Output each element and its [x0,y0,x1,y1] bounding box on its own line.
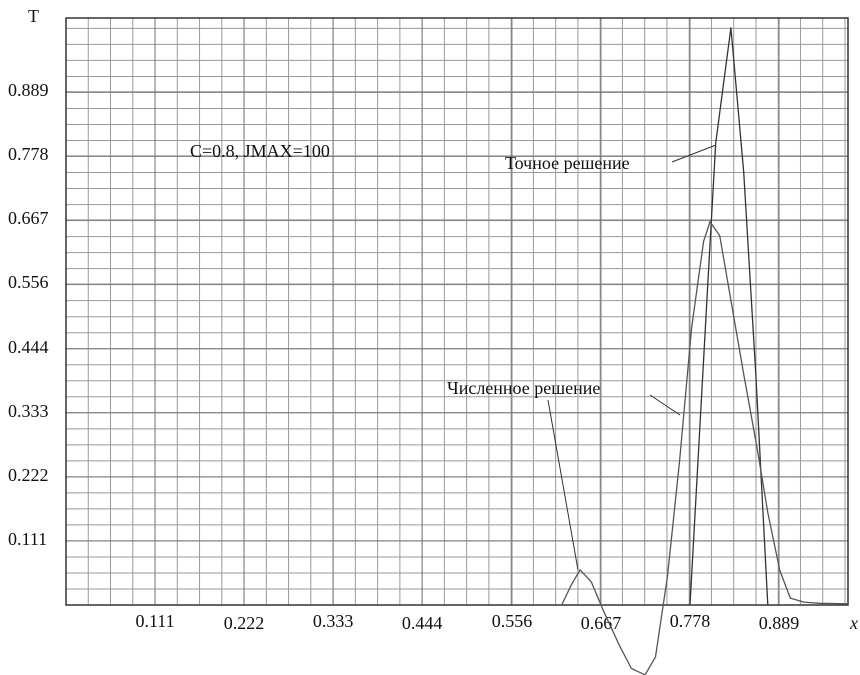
y-tick-label: 0.222 [8,465,49,485]
x-tick-label: 0.222 [224,613,265,633]
series-label: Точное решение [505,153,630,173]
x-tick-label: 0.111 [135,611,174,631]
y-tick-label: 0.556 [8,272,49,292]
pointer [671,144,717,163]
x-tick-label: 0.444 [402,613,443,633]
x-tick-label: 0.333 [313,611,354,631]
plot-frame [65,17,849,606]
x-tick-label: 0.667 [581,613,622,633]
x-tick-label: 0.556 [492,611,533,631]
y-tick-label: 0.667 [8,208,49,228]
y-axis-label: T [28,6,39,26]
y-tick-label: 0.889 [8,80,49,100]
series-line [689,27,769,606]
y-tick-label: 0.444 [8,337,49,357]
grid [65,18,848,606]
series-line [561,221,849,675]
pointer [649,394,681,416]
pointer [547,399,579,571]
x-tick-label: 0.778 [670,611,711,631]
y-tick-label: 0.333 [8,401,49,421]
series-label: Численное решение [447,378,600,398]
annotation: C=0.8, JMAX=100 [190,141,330,161]
y-tick-label: 0.778 [8,144,49,164]
y-tick-label: 0.111 [8,529,47,549]
x-axis-label: x [849,613,858,633]
x-tick-label: 0.889 [759,613,800,633]
